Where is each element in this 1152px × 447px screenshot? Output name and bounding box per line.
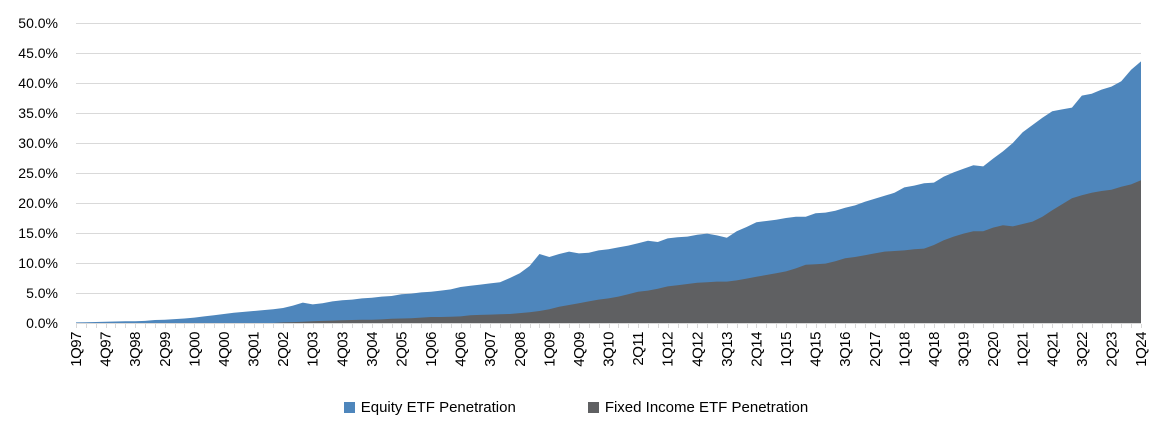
x-axis-label: 4Q06 <box>453 332 470 367</box>
x-axis-label: 1Q24 <box>1133 332 1150 367</box>
fixed-income-legend-swatch-icon <box>587 401 599 413</box>
x-axis-label: 1Q00 <box>186 332 203 367</box>
y-axis-label: 10.0% <box>18 255 58 271</box>
etf-penetration-chart-svg: 0.0% 5.0% 10.0% 15.0% 20.0% 25.0% 30.0% 35.0% 40… <box>18 15 1150 367</box>
x-axis-label: 3Q22 <box>1074 332 1091 367</box>
x-axis-label: 4Q09 <box>571 332 588 367</box>
chart-legend: Equity ETF Penetration Fixed Income ETF … <box>0 390 1152 424</box>
x-axis-label: 2Q08 <box>512 332 529 367</box>
x-axis-label: 1Q21 <box>1015 332 1032 367</box>
y-axis-label: 20.0% <box>18 195 58 211</box>
legend-item-fixed-income-label: Fixed Income ETF Penetration <box>604 398 809 416</box>
x-axis-label: 1Q18 <box>896 332 913 367</box>
x-axis-label: 2Q02 <box>275 332 292 367</box>
x-axis-label: 4Q18 <box>926 332 943 367</box>
fixed-income-area <box>76 180 1141 323</box>
y-axis-label: 25.0% <box>18 165 58 181</box>
y-axis-label: 35.0% <box>18 105 58 121</box>
x-axis-label: 1Q09 <box>541 332 558 367</box>
x-axis-labels: 1Q97 4Q97 3Q98 2Q99 1Q00 4Q00 3Q01 2Q02 1Q03 4Q03… <box>68 332 1150 367</box>
x-axis-label: 3Q98 <box>127 332 144 367</box>
y-axis-label: 5.0% <box>26 285 58 301</box>
x-axis-label: 4Q00 <box>216 332 233 367</box>
x-axis-label: 2Q11 <box>630 332 647 366</box>
x-axis-label: 2Q99 <box>157 332 174 367</box>
equity-legend-swatch-icon <box>343 401 355 413</box>
x-axis-label: 1Q97 <box>68 332 85 367</box>
x-axis-label: 2Q20 <box>985 332 1002 367</box>
x-axis-label: 2Q23 <box>1103 332 1120 367</box>
x-axis-label: 4Q12 <box>689 332 706 367</box>
legend-item-fixed-income: Fixed Income ETF Penetration <box>587 398 809 416</box>
x-axis-label: 3Q04 <box>364 332 381 367</box>
gridlines <box>76 23 1141 324</box>
y-axis-labels: 0.0% 5.0% 10.0% 15.0% 20.0% 25.0% 30.0% 35.0% 40… <box>18 15 58 331</box>
y-axis-label: 50.0% <box>18 15 58 31</box>
x-axis-label: 3Q16 <box>837 332 854 367</box>
y-axis-label: 45.0% <box>18 45 58 61</box>
x-axis-label: 2Q17 <box>867 332 884 367</box>
x-axis-label: 4Q97 <box>98 332 115 367</box>
x-axis-label: 1Q06 <box>423 332 440 367</box>
x-axis-label: 4Q15 <box>808 332 825 367</box>
legend-item-equity-label: Equity ETF Penetration <box>360 398 516 416</box>
y-axis-label: 15.0% <box>18 225 58 241</box>
x-axis-label: 3Q07 <box>482 332 499 367</box>
x-axis-label: 1Q15 <box>778 332 795 367</box>
x-axis-label: 4Q21 <box>1044 332 1061 367</box>
x-axis-label: 2Q14 <box>748 332 765 367</box>
y-axis-label: 40.0% <box>18 75 58 91</box>
x-axis-label: 3Q13 <box>719 332 736 367</box>
y-axis-label: 0.0% <box>26 315 58 331</box>
y-axis-label: 30.0% <box>18 135 58 151</box>
x-axis-label: 4Q03 <box>334 332 351 367</box>
x-axis-label: 3Q01 <box>246 332 263 367</box>
x-axis-label: 3Q19 <box>956 332 973 367</box>
x-axis-label: 1Q03 <box>305 332 322 367</box>
x-axis-label: 2Q05 <box>393 332 410 367</box>
x-axis-ticks <box>76 323 1142 328</box>
x-axis-label: 3Q10 <box>601 332 618 367</box>
legend-item-equity: Equity ETF Penetration <box>343 398 516 416</box>
x-axis-label: 1Q12 <box>660 332 677 367</box>
